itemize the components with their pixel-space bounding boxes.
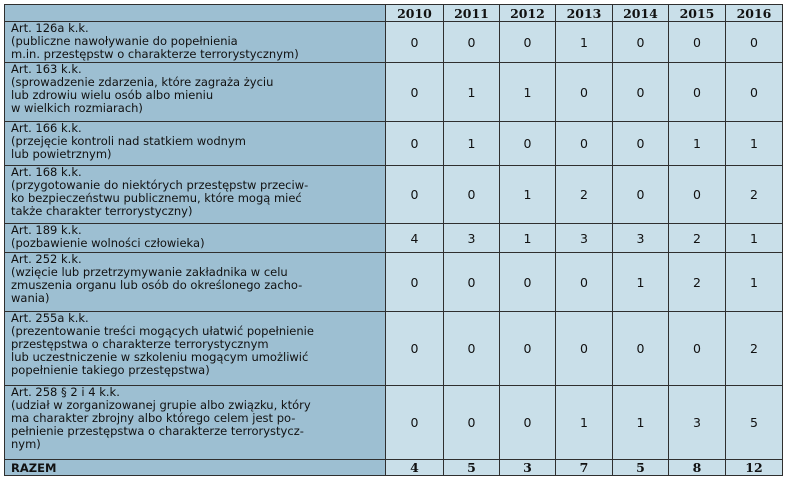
table-cell: 0 — [612, 165, 669, 224]
table-cell: 1 — [725, 252, 783, 312]
table-cell: 0 — [499, 311, 556, 386]
table-cell: 1 — [499, 62, 556, 122]
table-cell: 3 — [668, 385, 726, 460]
total-label: RAZEM — [4, 459, 386, 476]
statistics-table-container: 2010 2011 2012 2013 2014 2015 2016 Art. … — [4, 4, 783, 476]
row-label: Art. 252 k.k. (wzięcie lub przetrzymywan… — [4, 252, 386, 312]
header-row: 2010 2011 2012 2013 2014 2015 2016 — [4, 4, 783, 22]
table-cell: 0 — [499, 385, 556, 460]
header-corner-cell — [4, 4, 386, 22]
year-header: 2011 — [443, 4, 500, 22]
table-cell: 1 — [499, 165, 556, 224]
table-cell: 0 — [385, 311, 444, 386]
table-row: Art. 258 § 2 i 4 k.k. (udział w zorganiz… — [4, 385, 783, 460]
table-cell: 1 — [725, 121, 783, 166]
table-cell: 0 — [555, 121, 613, 166]
table-cell: 1 — [612, 252, 669, 312]
table-cell: 0 — [443, 252, 500, 312]
row-label: Art. 168 k.k. (przygotowanie do niektóry… — [4, 165, 386, 224]
table-cell: 2 — [725, 311, 783, 386]
table-cell: 4 — [385, 223, 444, 253]
table-cell: 0 — [385, 21, 444, 63]
table-cell: 0 — [499, 21, 556, 63]
table-cell: 3 — [555, 223, 613, 253]
table-cell: 0 — [385, 121, 444, 166]
table-cell: 5 — [725, 385, 783, 460]
table-cell: 0 — [443, 21, 500, 63]
table-cell: 1 — [555, 385, 613, 460]
table-cell: 1 — [443, 62, 500, 122]
table-cell: 0 — [385, 252, 444, 312]
year-header: 2013 — [555, 4, 613, 22]
table-cell: 1 — [555, 21, 613, 63]
table-cell: 0 — [443, 311, 500, 386]
table-row: Art. 189 k.k. (pozbawienie wolności czło… — [4, 223, 783, 253]
table-cell: 0 — [612, 121, 669, 166]
table-row: Art. 255a k.k. (prezentowanie treści mog… — [4, 311, 783, 386]
row-label: Art. 258 § 2 i 4 k.k. (udział w zorganiz… — [4, 385, 386, 460]
table-cell: 0 — [555, 311, 613, 386]
total-cell: 3 — [499, 459, 556, 476]
row-label: Art. 189 k.k. (pozbawienie wolności czło… — [4, 223, 386, 253]
table-cell: 0 — [555, 252, 613, 312]
table-cell: 2 — [668, 252, 726, 312]
table-cell: 0 — [385, 385, 444, 460]
table-cell: 0 — [499, 252, 556, 312]
total-row: RAZEM 4 5 3 7 5 8 12 — [4, 459, 783, 476]
total-cell: 4 — [385, 459, 444, 476]
table-cell: 2 — [668, 223, 726, 253]
row-label: Art. 163 k.k. (sprowadzenie zdarzenia, k… — [4, 62, 386, 122]
total-cell: 5 — [612, 459, 669, 476]
table-cell: 0 — [555, 62, 613, 122]
table-cell: 0 — [499, 121, 556, 166]
table-row: Art. 163 k.k. (sprowadzenie zdarzenia, k… — [4, 62, 783, 122]
table-cell: 0 — [725, 21, 783, 63]
table-cell: 0 — [443, 165, 500, 224]
table-cell: 0 — [385, 62, 444, 122]
table-cell: 1 — [443, 121, 500, 166]
table-cell: 0 — [668, 21, 726, 63]
total-cell: 7 — [555, 459, 613, 476]
table-cell: 0 — [668, 165, 726, 224]
total-cell: 5 — [443, 459, 500, 476]
table-cell: 2 — [725, 165, 783, 224]
year-header: 2015 — [668, 4, 726, 22]
table-cell: 0 — [668, 311, 726, 386]
table-row: Art. 126a k.k. (publiczne nawoływanie do… — [4, 21, 783, 63]
table-cell: 0 — [385, 165, 444, 224]
row-label: Art. 255a k.k. (prezentowanie treści mog… — [4, 311, 386, 386]
table-row: Art. 252 k.k. (wzięcie lub przetrzymywan… — [4, 252, 783, 312]
table-cell: 3 — [612, 223, 669, 253]
total-cell: 12 — [725, 459, 783, 476]
table-cell: 0 — [443, 385, 500, 460]
table-row: Art. 168 k.k. (przygotowanie do niektóry… — [4, 165, 783, 224]
table-cell: 1 — [612, 385, 669, 460]
year-header: 2012 — [499, 4, 556, 22]
table-cell: 1 — [668, 121, 726, 166]
total-cell: 8 — [668, 459, 726, 476]
table-cell: 0 — [668, 62, 726, 122]
table-cell: 1 — [725, 223, 783, 253]
table-row: Art. 166 k.k. (przejęcie kontroli nad st… — [4, 121, 783, 166]
year-header: 2016 — [725, 4, 783, 22]
terrorism-offences-table: 2010 2011 2012 2013 2014 2015 2016 Art. … — [4, 4, 783, 476]
row-label: Art. 166 k.k. (przejęcie kontroli nad st… — [4, 121, 386, 166]
year-header: 2014 — [612, 4, 669, 22]
table-cell: 3 — [443, 223, 500, 253]
table-cell: 0 — [612, 311, 669, 386]
year-header: 2010 — [385, 4, 444, 22]
table-cell: 0 — [612, 21, 669, 63]
table-cell: 0 — [612, 62, 669, 122]
table-cell: 1 — [499, 223, 556, 253]
table-cell: 2 — [555, 165, 613, 224]
table-cell: 0 — [725, 62, 783, 122]
row-label: Art. 126a k.k. (publiczne nawoływanie do… — [4, 21, 386, 63]
